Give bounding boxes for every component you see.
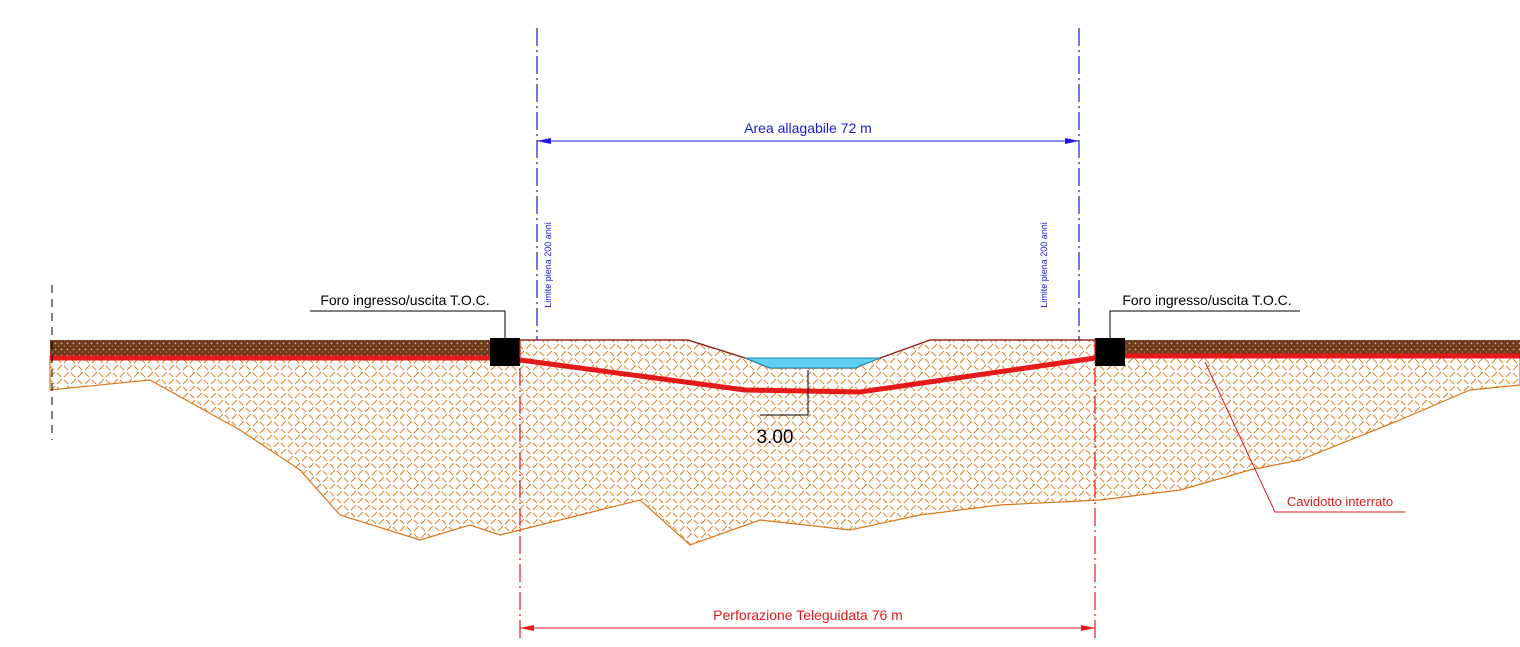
entry-box	[490, 338, 520, 366]
dim-text: Perforazione Teleguidata 76 m	[713, 607, 903, 623]
leader	[1109, 310, 1300, 340]
limit-lines	[519, 28, 1096, 640]
leader	[310, 310, 506, 340]
entry-label: Foro ingresso/uscita T.O.C.	[320, 292, 489, 308]
cable-label: Cavidotto interrato	[1287, 494, 1393, 509]
limit-label: Limite piena 200 anni	[1039, 222, 1049, 308]
topsoil-left	[50, 340, 490, 356]
water	[744, 357, 881, 369]
topsoil-right	[1125, 340, 1520, 356]
limit-label: Limite piena 200 anni	[543, 222, 553, 308]
cable	[50, 353, 1520, 395]
depth-leader	[760, 370, 809, 416]
entry-box	[1095, 338, 1125, 366]
entry-label: Foro ingresso/uscita T.O.C.	[1122, 292, 1291, 308]
depth-text: 3.00	[757, 427, 794, 448]
leader	[1204, 361, 1405, 513]
dim-text: Area allagabile 72 m	[744, 120, 872, 136]
